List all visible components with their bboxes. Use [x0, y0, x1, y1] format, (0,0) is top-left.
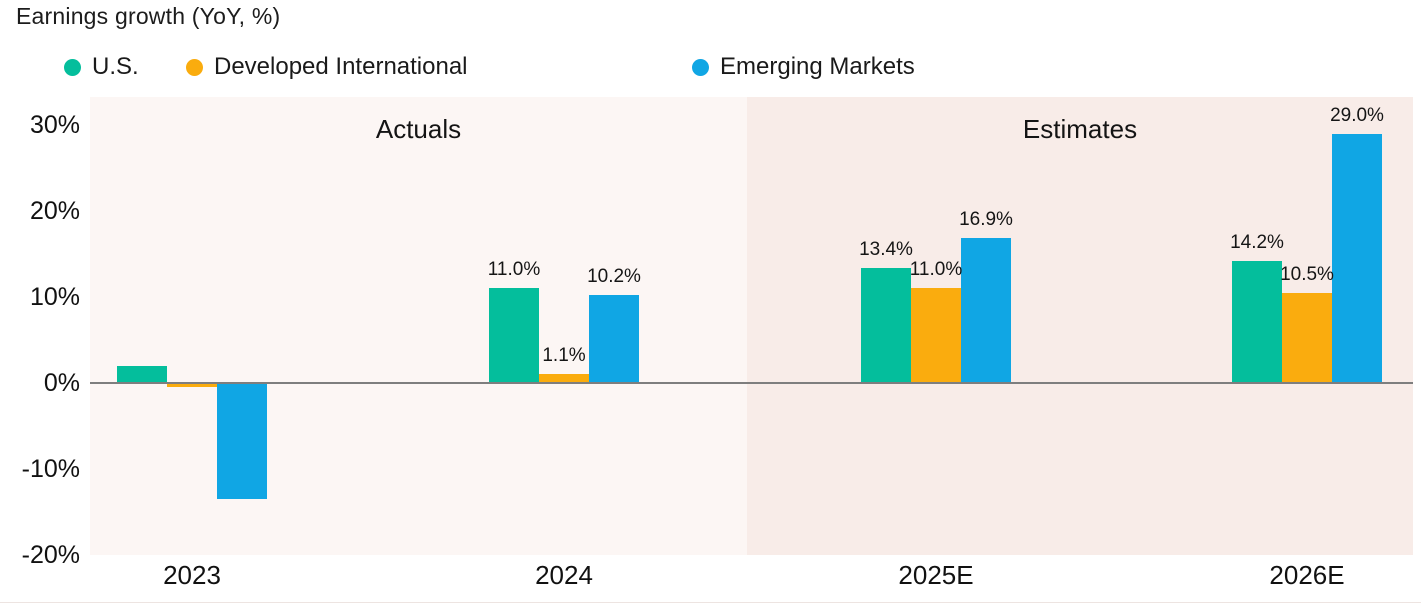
bar-value-label: 13.4%: [859, 239, 913, 260]
bar-value-label: 16.9%: [959, 209, 1013, 230]
bar-value-label: 11.0%: [487, 259, 541, 280]
y-tick-30: 30%: [29, 111, 80, 139]
bar-value-label: 10.2%: [587, 266, 641, 287]
bar-u-s-2026e: [1232, 261, 1282, 383]
plot-area: Actuals Estimates 11.0% 1.1% 10.2% 13.4% 11.…: [90, 97, 1413, 555]
bar-emerging-markets-2025e: [961, 238, 1011, 383]
legend: U.S. Developed International Emerging Mark…: [0, 53, 1421, 85]
y-tick--10: -10%: [21, 455, 80, 483]
estimates-section-label: Estimates: [1022, 114, 1138, 144]
legend-dot-u-s: [64, 58, 81, 76]
bar-value-label: 14.2%: [1230, 232, 1284, 253]
legend-dot-emerging-markets: [692, 58, 709, 76]
bar-developed-international-2025e: [911, 288, 961, 383]
zero-axis-line: [90, 382, 1413, 384]
bar-developed-international-2026e: [1282, 293, 1332, 383]
bar-emerging-markets-2024: [589, 295, 639, 383]
legend-label: Emerging Markets: [720, 53, 915, 80]
legend-label: U.S.: [92, 53, 139, 80]
legend-item-u-s: U.S.: [64, 53, 139, 81]
legend-label: Developed International: [214, 53, 468, 80]
y-tick--20: -20%: [21, 541, 80, 569]
x-label-2026e: 2026E: [1269, 560, 1345, 590]
bar-value-label: 1.1%: [542, 345, 586, 366]
x-label-2024: 2024: [535, 560, 593, 590]
chart-title: Earnings growth (YoY, %): [16, 3, 281, 29]
x-label-2025e: 2025E: [898, 560, 974, 590]
bar-u-s-2023: [117, 366, 167, 383]
bar-value-label: 11.0%: [909, 259, 963, 280]
bar-value-label: 10.5%: [1280, 264, 1334, 285]
y-tick-10: 10%: [29, 283, 80, 311]
bar-value-label: 29.0%: [1330, 105, 1384, 126]
y-tick-0: 0%: [43, 369, 80, 397]
legend-item-developed-international: Developed International: [186, 53, 468, 81]
bar-u-s-2025e: [861, 268, 911, 383]
actuals-panel: Actuals: [90, 97, 747, 555]
bottom-rule: [0, 602, 1421, 603]
x-label-2023: 2023: [163, 560, 221, 590]
bar-u-s-2024: [489, 288, 539, 383]
y-tick-20: 20%: [29, 197, 80, 225]
bar-developed-international-2023: [167, 383, 217, 387]
bar-developed-international-2024: [539, 374, 589, 383]
legend-dot-developed-international: [186, 58, 203, 76]
legend-item-emerging-markets: Emerging Markets: [692, 53, 915, 81]
actuals-section-label: Actuals: [375, 114, 462, 144]
bar-emerging-markets-2023: [217, 383, 267, 499]
bar-emerging-markets-2026e: [1332, 134, 1382, 383]
